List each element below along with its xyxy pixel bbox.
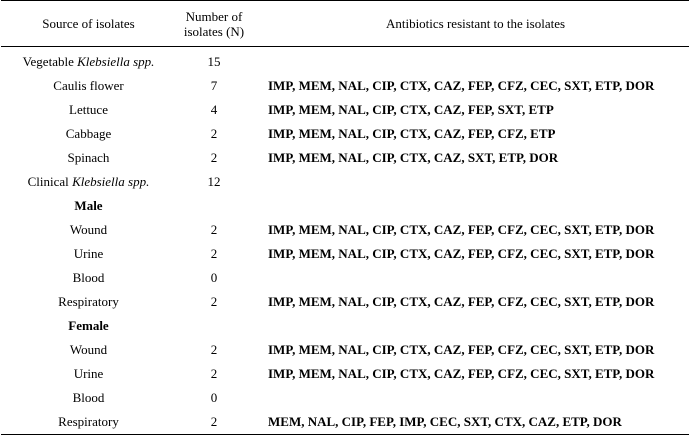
source-cell: Blood: [1, 386, 176, 410]
count-cell: 2: [210, 150, 218, 165]
antibiotics-cell: IMP, MEM, NAL, CIP, CTX, CAZ, FEP, CFZ, …: [268, 78, 655, 93]
source-text: Blood: [72, 390, 105, 405]
antibiotics-cell: IMP, MEM, NAL, CIP, CTX, CAZ, FEP, CFZ, …: [268, 246, 655, 261]
source-cell: Urine: [1, 242, 176, 266]
source-cell: Female: [1, 314, 176, 338]
count-cell: 2: [210, 294, 218, 309]
source-text: Blood: [72, 270, 105, 285]
count-cell: 4: [210, 102, 218, 117]
source-cell: Clinical Klebsiella spp.: [1, 170, 176, 194]
count-cell: 2: [210, 414, 218, 429]
antibiotics-cell: IMP, MEM, NAL, CIP, CTX, CAZ, FEP, CFZ, …: [268, 342, 655, 357]
count-cell: 15: [207, 54, 221, 69]
source-text: Lettuce: [69, 102, 108, 117]
table-row: Cabbage 2 IMP, MEM, NAL, CIP, CTX, CAZ, FE…: [1, 122, 689, 146]
antibiotics-cell: [252, 47, 689, 75]
antibiotics-cell: [252, 386, 689, 410]
source-cell: Blood: [1, 266, 176, 290]
header-cell: Number of isolates (N): [176, 0, 252, 47]
source-text: Spinach: [67, 150, 110, 165]
source-cell: Lettuce: [1, 98, 176, 122]
count-cell: 2: [210, 342, 218, 357]
count-cell: [176, 194, 252, 218]
source-cell: Caulis flower: [1, 74, 176, 98]
count-cell: 2: [210, 222, 218, 237]
source-cell: Urine: [1, 362, 176, 386]
table-row: Lettuce 4 IMP, MEM, NAL, CIP, CTX, CAZ, FE…: [1, 98, 689, 122]
antibiotics-cell: IMP, MEM, NAL, CIP, CTX, CAZ, FEP, CFZ, …: [268, 126, 556, 141]
count-cell: 7: [210, 78, 218, 93]
source-cell: Spinach: [1, 146, 176, 170]
source-taxon: Klebsiella spp.: [72, 174, 150, 189]
antibiotics-cell: [252, 170, 689, 194]
source-text: Urine: [73, 366, 104, 381]
antibiotics-cell: [252, 266, 689, 290]
source-cell: Wound: [1, 338, 176, 362]
source-text: Vegetable: [22, 54, 74, 69]
table-row: Wound 2 IMP, MEM, NAL, CIP, CTX, CAZ, FEP,…: [1, 218, 689, 242]
source-cell: Vegetable Klebsiella spp.: [1, 47, 176, 75]
count-cell: 0: [210, 390, 218, 405]
table-row: Respiratory 2 IMP, MEM, NAL, CIP, CTX, CAZ…: [1, 290, 689, 314]
source-text: Wound: [69, 342, 108, 357]
source-text: Respiratory: [58, 294, 119, 309]
table-row: Vegetable Klebsiella spp. 15: [1, 47, 689, 75]
source-text: Caulis flower: [53, 78, 124, 93]
antibiotics-cell: IMP, MEM, NAL, CIP, CTX, CAZ, FEP, CFZ, …: [268, 222, 655, 237]
antibiotics-cell: [252, 314, 689, 338]
header-row: Source of isolates Number of isolates (N…: [1, 0, 689, 47]
source-text: Wound: [69, 222, 108, 237]
count-cell: 2: [210, 246, 218, 261]
count-cell: 2: [210, 366, 218, 381]
source-cell: Respiratory: [1, 410, 176, 435]
header-cell: Source of isolates: [1, 0, 176, 47]
antibiotics-cell: MEM, NAL, CIP, FEP, IMP, CEC, SXT, CTX, …: [268, 414, 622, 429]
count-cell: 2: [210, 126, 218, 141]
count-cell: 0: [210, 270, 218, 285]
table-row: Urine 2 IMP, MEM, NAL, CIP, CTX, CAZ, FEP,…: [1, 242, 689, 266]
source-text: Clinical: [27, 174, 69, 189]
antibiotics-cell: IMP, MEM, NAL, CIP, CTX, CAZ, FEP, CFZ, …: [268, 294, 655, 309]
table-row: Male: [1, 194, 689, 218]
table-row: Wound 2 IMP, MEM, NAL, CIP, CTX, CAZ, FEP,…: [1, 338, 689, 362]
antibiotics-cell: [252, 194, 689, 218]
table-row: Blood 0: [1, 266, 689, 290]
table-row: Clinical Klebsiella spp. 12: [1, 170, 689, 194]
antibiotics-cell: IMP, MEM, NAL, CIP, CTX, CAZ, FEP, CFZ, …: [268, 366, 655, 381]
table-body: Vegetable Klebsiella spp. 15 Caulis flower…: [1, 47, 689, 435]
source-text: Cabbage: [65, 126, 112, 141]
source-text: Male: [74, 198, 103, 213]
table-row: Respiratory 2 MEM, NAL, CIP, FEP, IMP, CEC…: [1, 410, 689, 435]
source-cell: Wound: [1, 218, 176, 242]
source-taxon: Klebsiella spp.: [77, 54, 155, 69]
count-cell: 12: [207, 174, 221, 189]
table-row: Blood 0: [1, 386, 689, 410]
source-cell: Cabbage: [1, 122, 176, 146]
source-cell: Respiratory: [1, 290, 176, 314]
source-text: Respiratory: [58, 414, 119, 429]
table-row: Spinach 2 IMP, MEM, NAL, CIP, CTX, CAZ, SX…: [1, 146, 689, 170]
source-text: Female: [68, 318, 109, 333]
count-cell: [176, 314, 252, 338]
table-row: Caulis flower 7 IMP, MEM, NAL, CIP, CTX, C…: [1, 74, 689, 98]
table-row: Urine 2 IMP, MEM, NAL, CIP, CTX, CAZ, FEP,…: [1, 362, 689, 386]
antibiotics-cell: IMP, MEM, NAL, CIP, CTX, CAZ, SXT, ETP, …: [268, 150, 559, 165]
table-row: Female: [1, 314, 689, 338]
antibiotics-cell: IMP, MEM, NAL, CIP, CTX, CAZ, FEP, SXT, …: [268, 102, 554, 117]
header-cell: Antibiotics resistant to the isolates: [252, 0, 689, 47]
source-text: Urine: [73, 246, 104, 261]
source-cell: Male: [1, 194, 176, 218]
